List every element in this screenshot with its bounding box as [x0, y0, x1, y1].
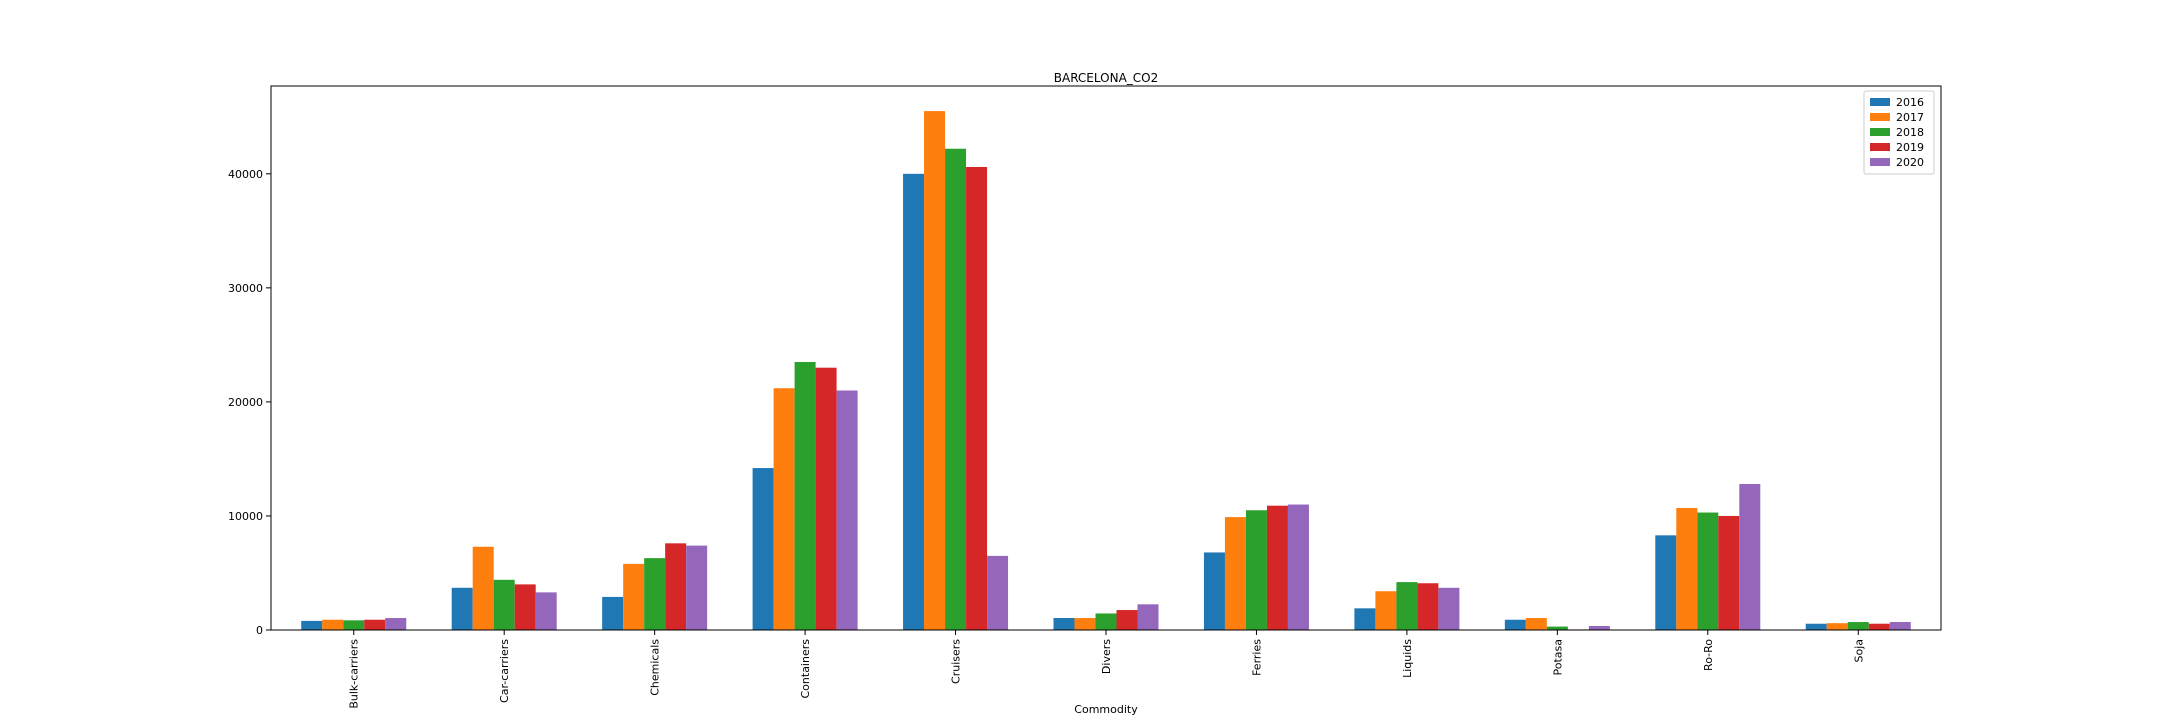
y-tick-label: 30000 [228, 282, 263, 295]
bar-ferries-2016 [1203, 552, 1225, 630]
bar-containers-2017 [773, 388, 795, 630]
chart-title: BARCELONA_CO2 [1054, 71, 1159, 85]
y-tick-label: 0 [256, 624, 263, 637]
legend-label-2016: 2016 [1896, 96, 1924, 109]
bar-liquids-2016 [1354, 608, 1376, 630]
legend-swatch-2020 [1870, 158, 1890, 166]
legend-label-2018: 2018 [1896, 126, 1924, 139]
x-tick-label-bulk-carriers: Bulk-carriers [348, 639, 361, 709]
legend-swatch-2019 [1870, 143, 1890, 151]
bar-liquids-2020 [1438, 587, 1460, 630]
bar-cruisers-2018 [945, 148, 967, 631]
bar-car-carriers-2018 [493, 579, 515, 630]
legend: 2016 2017 2018 2019 2020 [1863, 90, 1935, 175]
bar-containers-2020 [836, 390, 858, 630]
bar-potasa-2020 [1588, 626, 1610, 630]
bar-liquids-2019 [1417, 583, 1439, 630]
y-tick-label: 10000 [228, 510, 263, 523]
bar-ro-ro-2016 [1655, 535, 1677, 630]
bar-chemicals-2018 [644, 558, 666, 630]
x-tick-label-divers: Divers [1100, 639, 1113, 674]
bar-ro-ro-2018 [1697, 512, 1719, 630]
x-tick-label-cruisers: Cruisers [950, 639, 963, 684]
bar-ferries-2020 [1287, 504, 1309, 630]
bar-ro-ro-2017 [1676, 507, 1698, 630]
legend-swatch-2018 [1870, 128, 1890, 136]
bar-bulk-carriers-2016 [301, 620, 323, 630]
bar-soja-2018 [1847, 622, 1869, 630]
bar-ferries-2017 [1224, 517, 1246, 630]
bar-bulk-carriers-2019 [364, 619, 386, 630]
bar-liquids-2017 [1375, 591, 1397, 630]
bar-car-carriers-2017 [472, 546, 494, 630]
bar-soja-2017 [1826, 623, 1848, 630]
bar-chemicals-2016 [602, 596, 624, 630]
legend-label-2017: 2017 [1896, 111, 1924, 124]
y-tick-label: 20000 [228, 396, 263, 409]
bar-containers-2016 [752, 468, 774, 630]
bar-chemicals-2017 [623, 563, 645, 630]
bar-divers-2019 [1116, 610, 1138, 630]
bar-soja-2016 [1805, 623, 1827, 630]
x-axis: Bulk-carriers Car-carriers Chemicals Contai… [348, 630, 1865, 709]
bar-soja-2019 [1868, 623, 1890, 630]
bar-ro-ro-2019 [1718, 515, 1740, 630]
bar-divers-2020 [1137, 604, 1159, 630]
bar-chemicals-2019 [665, 543, 687, 630]
bar-cruisers-2019 [966, 166, 988, 630]
legend-label-2020: 2020 [1896, 156, 1924, 169]
legend-swatch-2017 [1870, 113, 1890, 121]
bar-divers-2017 [1074, 618, 1096, 630]
bar-soja-2020 [1889, 622, 1911, 630]
bar-containers-2018 [794, 361, 816, 630]
x-tick-label-chemicals: Chemicals [649, 639, 662, 696]
x-tick-label-liquids: Liquids [1401, 639, 1414, 678]
bar-liquids-2018 [1396, 582, 1418, 630]
x-tick-label-ro-ro: Ro-Ro [1702, 639, 1715, 671]
bar-ferries-2018 [1245, 510, 1267, 630]
bar-car-carriers-2019 [514, 584, 536, 630]
x-tick-label-potasa: Potasa [1551, 639, 1564, 676]
x-axis-label: Commodity [1074, 703, 1138, 716]
bar-car-carriers-2016 [451, 587, 473, 630]
bar-ferries-2019 [1266, 505, 1288, 630]
bar-bulk-carriers-2017 [322, 619, 344, 630]
bar-divers-2018 [1095, 613, 1117, 630]
y-axis: 0 10000 20000 30000 40000 [228, 168, 271, 637]
legend-frame [1863, 90, 1935, 175]
bar-chemicals-2020 [686, 545, 708, 630]
bar-cruisers-2020 [987, 555, 1009, 630]
bar-potasa-2016 [1504, 619, 1526, 630]
legend-swatch-2016 [1870, 98, 1890, 106]
bar-bulk-carriers-2020 [385, 618, 407, 630]
bar-cruisers-2017 [924, 111, 946, 631]
bar-divers-2016 [1053, 618, 1075, 630]
y-tick-label: 40000 [228, 168, 263, 181]
x-tick-label-car-carriers: Car-carriers [498, 639, 511, 703]
bar-potasa-2017 [1525, 618, 1547, 630]
x-tick-label-soja: Soja [1852, 639, 1865, 663]
bars-group [301, 111, 1911, 631]
bar-car-carriers-2020 [535, 592, 557, 630]
bar-containers-2019 [815, 367, 837, 630]
bar-bulk-carriers-2018 [343, 620, 365, 630]
bar-cruisers-2016 [903, 173, 925, 630]
x-tick-label-ferries: Ferries [1250, 639, 1263, 676]
legend-label-2019: 2019 [1896, 141, 1924, 154]
bar-ro-ro-2020 [1739, 484, 1761, 630]
bar-potasa-2018 [1546, 626, 1568, 630]
x-tick-label-containers: Containers [799, 639, 812, 699]
